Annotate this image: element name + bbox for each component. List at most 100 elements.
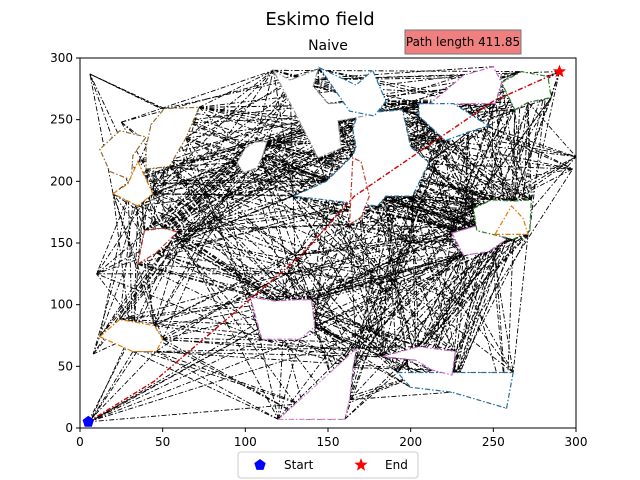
visibility-edge xyxy=(144,224,350,232)
visibility-edge xyxy=(154,141,256,326)
visibility-edge xyxy=(292,147,342,197)
visibility-edge xyxy=(254,141,312,300)
visibility-edge xyxy=(289,74,464,81)
x-tick-label: 0 xyxy=(76,435,84,449)
path-line xyxy=(87,70,560,423)
visibility-edge xyxy=(385,140,446,293)
visibility-edge xyxy=(527,102,576,157)
visibility-edge xyxy=(385,195,532,201)
x-tick-label: 300 xyxy=(565,435,588,449)
visibility-edge xyxy=(162,157,263,229)
visibility-edge xyxy=(225,147,246,197)
x-tick-label: 200 xyxy=(399,435,422,449)
visibility-edge xyxy=(451,131,469,234)
visibility-edge xyxy=(451,168,573,232)
visibility-edge xyxy=(463,131,469,256)
visibility-edge xyxy=(152,70,274,194)
y-tick-label: 100 xyxy=(50,298,73,312)
visibility-edge xyxy=(254,79,291,143)
visibility-edge xyxy=(274,233,496,302)
visibility-edge xyxy=(311,299,398,373)
visibility-edge xyxy=(397,304,461,373)
visibility-edge xyxy=(198,69,274,108)
visibility-edge xyxy=(459,304,514,373)
visibility-edge xyxy=(512,234,529,373)
visibility-edge xyxy=(261,131,469,159)
obstacle-polygon xyxy=(236,141,268,174)
visibility-edge xyxy=(162,70,274,229)
visibility-edge xyxy=(451,97,552,231)
visibility-edge xyxy=(349,242,412,400)
visibility-edge xyxy=(352,279,395,368)
visibility-edge xyxy=(137,166,170,265)
visibility-edge xyxy=(96,273,157,352)
visibility-edge xyxy=(185,137,238,164)
visibility-edge xyxy=(177,231,279,420)
visibility-edge xyxy=(127,180,327,185)
visibility-edge xyxy=(261,80,291,159)
visibility-edge xyxy=(89,325,155,423)
visibility-edge xyxy=(306,279,395,420)
visibility-edge xyxy=(393,104,430,281)
visibility-edge xyxy=(382,225,478,357)
x-axis: 0 50 100 150 200 250 300 xyxy=(76,428,587,449)
solution-path xyxy=(87,70,560,423)
visibility-edge xyxy=(146,168,350,225)
obstacle-polygon xyxy=(137,227,179,266)
visibility-edge xyxy=(451,125,489,231)
visibility-edge xyxy=(99,336,345,343)
visibility-edge xyxy=(169,162,238,167)
visibility-edge xyxy=(412,168,573,197)
visibility-edge xyxy=(178,242,345,343)
visibility-edge xyxy=(131,179,296,256)
visibility-edge xyxy=(369,195,477,227)
visibility-edge xyxy=(349,369,433,401)
visibility-edge xyxy=(119,195,226,320)
visibility-edge xyxy=(127,183,134,352)
visibility-edge xyxy=(418,103,576,158)
visibility-edge xyxy=(370,114,469,133)
visibility-edge xyxy=(273,69,382,102)
obstacle-polygon xyxy=(382,345,456,376)
visibility-edge xyxy=(344,341,383,357)
x-tick-label: 150 xyxy=(317,435,340,449)
legend-start-marker xyxy=(254,459,266,470)
visibility-edge xyxy=(380,74,464,102)
visibility-edge xyxy=(393,230,530,281)
visibility-edge xyxy=(266,141,350,225)
y-tick-label: 250 xyxy=(50,113,73,127)
y-tick-label: 150 xyxy=(50,236,73,250)
visibility-edge xyxy=(261,157,507,240)
obstacle-polygon xyxy=(493,205,529,235)
visibility-edge xyxy=(225,195,464,256)
path-length-badge: Path length 411.85 xyxy=(404,29,522,55)
y-tick-label: 0 xyxy=(65,421,73,435)
visibility-edge xyxy=(99,180,132,337)
visibility-edge xyxy=(144,205,378,232)
visibility-edge xyxy=(385,109,516,293)
visibility-edge xyxy=(153,242,180,326)
visibility-edge xyxy=(385,291,456,352)
visibility-edge xyxy=(162,114,372,229)
visibility-edge xyxy=(550,71,560,98)
visibility-edge xyxy=(99,252,157,337)
visibility-edge xyxy=(177,195,294,233)
visibility-edge xyxy=(155,195,413,254)
visibility-edge xyxy=(522,102,529,219)
visibility-edge xyxy=(370,114,514,202)
visibility-edge xyxy=(311,233,529,301)
visibility-edge xyxy=(225,195,461,306)
visibility-edge xyxy=(410,103,420,244)
visibility-edge xyxy=(225,196,251,298)
visibility-edge xyxy=(445,140,576,158)
obstacle-polygon xyxy=(111,160,154,207)
legend-end-label: End xyxy=(385,458,408,472)
visibility-edge xyxy=(352,155,496,235)
visibility-edge xyxy=(360,161,512,207)
path-length-label: Path length 411.85 xyxy=(406,35,520,49)
obstacle-polygon xyxy=(98,318,164,353)
visibility-edge xyxy=(286,273,354,368)
visibility-edge xyxy=(411,196,417,361)
visibility-edge xyxy=(261,157,345,342)
visibility-edge xyxy=(164,79,291,110)
